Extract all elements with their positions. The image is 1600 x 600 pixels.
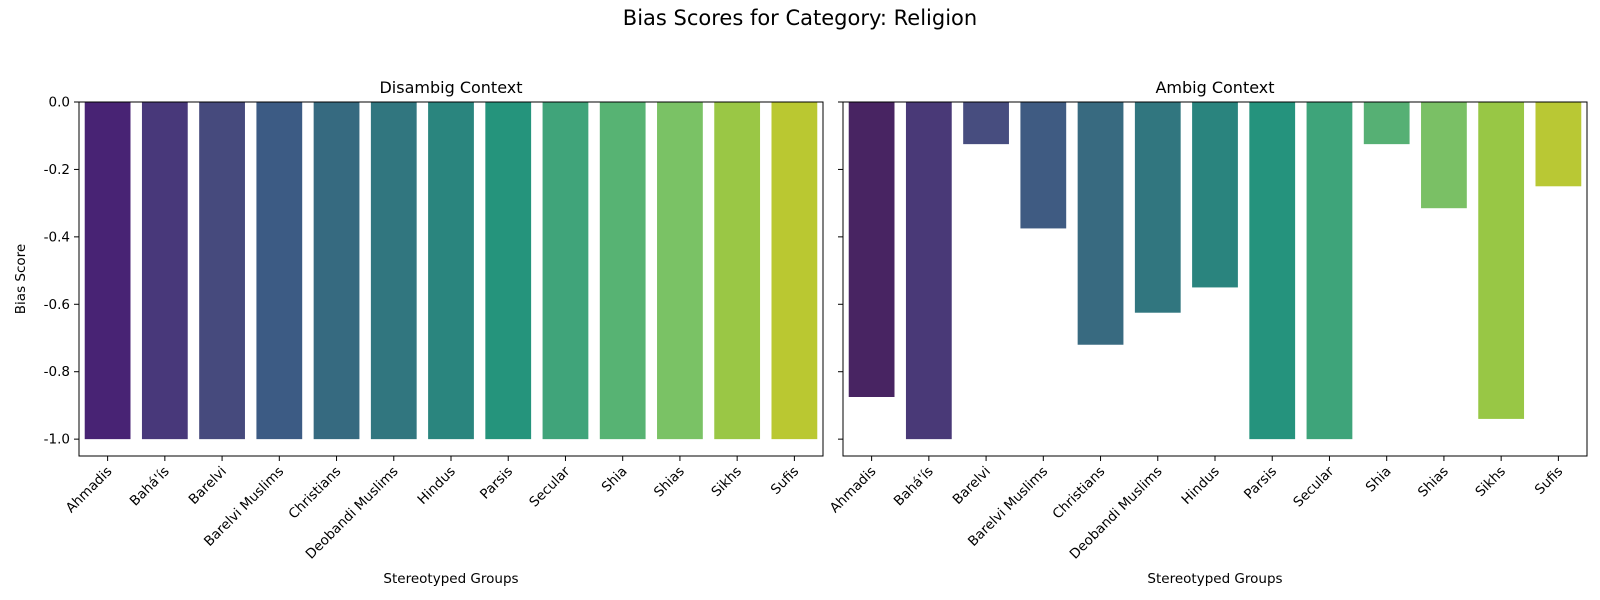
bar-barelvi	[199, 102, 245, 440]
y-tick-label: 0.0	[49, 95, 70, 111]
bar-shias	[1421, 102, 1467, 209]
x-tick-label-barelvi: Barelvi	[186, 464, 230, 508]
bar-sikhs	[714, 102, 761, 440]
x-tick-label-parsis: Parsis	[477, 464, 516, 503]
x-tick-label-parsis: Parsis	[1241, 464, 1280, 503]
x-tick-label-shia: Shia	[1363, 464, 1395, 496]
x-tick-label-ahmadis: Ahmadis	[63, 464, 116, 517]
x-tick-label-christians: Christians	[1050, 464, 1109, 523]
x-tick-label-sikhs: Sikhs	[1472, 464, 1509, 501]
bar-sufis	[771, 102, 818, 440]
y-tick-label: -1.0	[44, 432, 70, 448]
bar-secular	[542, 102, 589, 440]
panel-1: 0.0 -0.2 -0.4 -0.6 -0.8 -1.0 Ahmadis Bahá'ís Bar…	[13, 78, 824, 587]
bar-barelvi	[963, 102, 1009, 145]
bar-christians	[313, 102, 360, 440]
y-tick-label: -0.4	[44, 229, 70, 245]
bar-sikhs	[1478, 102, 1525, 419]
x-tick-label-hindus: Hindus	[1179, 464, 1223, 508]
x-tick-label-barelvi: Barelvi	[950, 464, 994, 508]
bar-bah-s	[141, 102, 188, 440]
y-tick-label: -0.8	[44, 364, 70, 380]
bar-sufis	[1535, 102, 1582, 187]
y-axis-label: Bias Score	[13, 244, 29, 314]
bar-ahmadis	[848, 102, 895, 397]
panel-title: Ambig Context	[1155, 78, 1274, 97]
x-tick-label-ahmadis: Ahmadis	[827, 464, 880, 517]
bar-deobandi-muslims	[1134, 102, 1181, 313]
x-tick-label-secular: Secular	[526, 463, 573, 510]
x-tick-label-bah-s: Bahá'ís	[127, 464, 173, 510]
bar-shia	[599, 102, 646, 440]
bar-barelvi-muslims	[1020, 102, 1067, 229]
bar-hindus	[1192, 102, 1238, 288]
bar-parsis	[1249, 102, 1296, 440]
bar-shias	[657, 102, 703, 440]
bar-secular	[1306, 102, 1353, 440]
y-tick-label: -0.6	[44, 297, 70, 313]
bar-deobandi-muslims	[370, 102, 417, 440]
bar-shia	[1363, 102, 1410, 145]
x-tick-label-christians: Christians	[286, 464, 345, 523]
x-tick-label-shias: Shias	[651, 464, 688, 501]
figure-title: Bias Scores for Category: Religion	[622, 6, 978, 30]
x-tick-label-sufis: Sufis	[1532, 464, 1566, 498]
x-tick-label-sikhs: Sikhs	[708, 464, 745, 501]
bar-christians	[1077, 102, 1124, 345]
panel-title: Disambig Context	[379, 78, 522, 97]
x-tick-label-sufis: Sufis	[768, 464, 802, 498]
x-tick-label-bah-s: Bahá'ís	[891, 464, 937, 510]
x-tick-label-shia: Shia	[599, 464, 631, 496]
x-axis-label: Stereotyped Groups	[383, 571, 518, 587]
y-tick-label: -0.2	[44, 162, 70, 178]
x-tick-label-shias: Shias	[1415, 464, 1452, 501]
bar-bah-s	[905, 102, 952, 440]
x-tick-label-hindus: Hindus	[415, 464, 459, 508]
bar-parsis	[485, 102, 532, 440]
bar-barelvi-muslims	[256, 102, 303, 440]
bar-ahmadis	[84, 102, 131, 440]
x-tick-label-secular: Secular	[1290, 463, 1337, 510]
x-axis-label: Stereotyped Groups	[1147, 571, 1282, 587]
bar-hindus	[428, 102, 474, 440]
